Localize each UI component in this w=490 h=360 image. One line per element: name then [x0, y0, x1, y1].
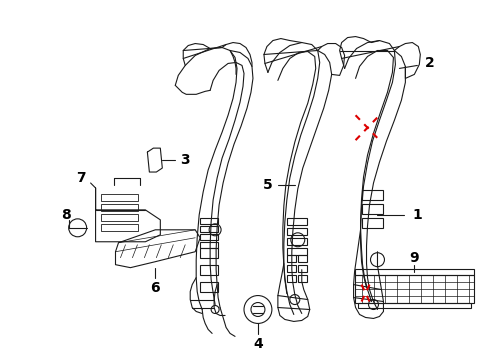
Bar — [362, 218, 384, 228]
Text: 5: 5 — [263, 178, 273, 192]
Bar — [100, 194, 138, 201]
Bar — [200, 218, 218, 224]
Bar — [298, 255, 307, 262]
Bar — [287, 218, 307, 225]
Bar — [200, 226, 218, 232]
Bar — [355, 275, 474, 302]
Bar — [287, 248, 307, 255]
Text: 7: 7 — [76, 171, 85, 185]
Bar — [362, 204, 384, 214]
Text: 6: 6 — [150, 280, 160, 294]
Bar — [287, 255, 296, 262]
Bar — [200, 248, 218, 258]
Text: 2: 2 — [424, 57, 434, 71]
Bar — [298, 275, 307, 282]
Text: 1: 1 — [413, 208, 422, 222]
Text: 3: 3 — [180, 153, 190, 167]
Bar — [100, 204, 138, 211]
Bar — [355, 269, 474, 275]
Bar — [287, 228, 307, 235]
Bar — [358, 302, 471, 307]
Text: 9: 9 — [410, 251, 419, 265]
Bar — [200, 242, 218, 248]
Text: 4: 4 — [253, 337, 263, 351]
Bar — [298, 265, 307, 272]
Bar — [287, 265, 296, 272]
Bar — [287, 238, 307, 245]
Bar — [287, 275, 296, 282]
Bar — [100, 214, 138, 221]
Bar — [362, 190, 384, 200]
Bar — [200, 282, 218, 292]
Bar — [100, 224, 138, 231]
Bar — [200, 265, 218, 275]
Text: 8: 8 — [61, 208, 71, 222]
Bar — [200, 234, 218, 240]
